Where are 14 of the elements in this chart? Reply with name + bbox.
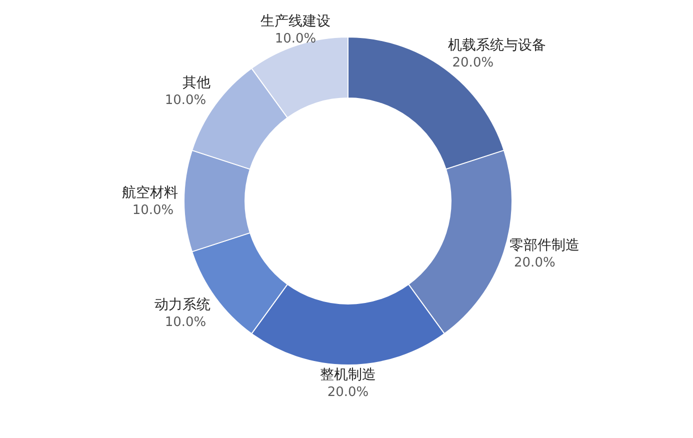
data-label: 10.0%	[274, 31, 316, 46]
slice-label: 零部件制造	[510, 238, 580, 254]
slice-label: 其他	[182, 75, 210, 92]
data-label: 20.0%	[327, 385, 369, 400]
data-label: 10.0%	[132, 203, 174, 218]
slice-label: 整机制造	[320, 367, 376, 383]
slice-label: 机载系统与设备	[448, 37, 546, 54]
data-label: 10.0%	[164, 314, 206, 330]
data-label: 20.0%	[514, 256, 556, 271]
slice-label: 生产线建设	[260, 13, 330, 30]
data-label: 20.0%	[452, 55, 494, 70]
data-label: 10.0%	[164, 93, 206, 108]
slice-label: 动力系统	[154, 296, 210, 313]
slice-label: 航空材料	[122, 185, 178, 201]
